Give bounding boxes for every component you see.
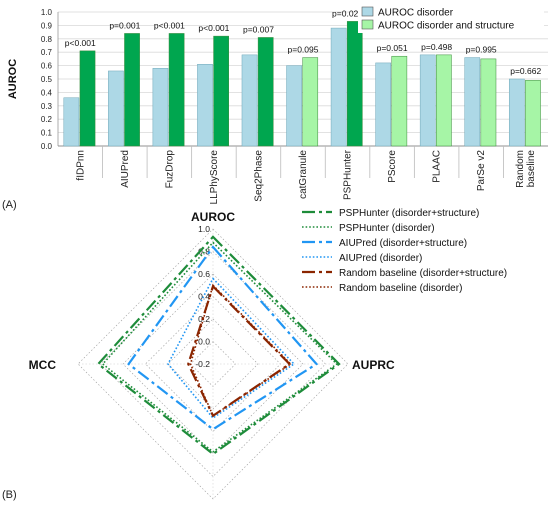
radar-gridline (167, 318, 259, 410)
bar-auroc-disorder (152, 68, 169, 147)
legend-entry: AIUPred (disorder) (339, 253, 422, 264)
y-tick-label: 0.4 (41, 88, 53, 97)
bar-auroc-disorder-structure (346, 21, 363, 147)
bar-auroc-disorder-structure (213, 35, 229, 147)
radar-tick-label: 0.2 (198, 314, 210, 324)
radar-gridline (100, 251, 326, 477)
bar-auroc-disorder-structure (168, 33, 185, 147)
legend-entry: AUROC disorder and structure (378, 21, 515, 32)
y-tick-label: 0.7 (41, 48, 53, 57)
bar-auroc-disorder (419, 54, 436, 147)
bar-auroc-disorder-structure (257, 37, 274, 147)
y-tick-label: 0.9 (41, 21, 53, 30)
y-tick-label: 0.8 (41, 35, 53, 44)
panel-a-label: (A) (2, 199, 17, 211)
radar-chart: -0.20.00.20.40.60.81.0AUROCAUPRCF1MCCPSP… (29, 208, 507, 500)
legend-entry: AUROC disorder (378, 8, 454, 19)
p-value-label: p=0.051 (377, 43, 408, 53)
x-tick-label: PLAAC (432, 150, 443, 183)
legend-entry: AIUPred (disorder+structure) (339, 238, 467, 249)
bar-chart: 0.0 0.1 0.2 0.3 0.4 0.5 0.6 0.7 0.8 0.9 1.0 AUROC p<… (7, 3, 548, 204)
y-tick-label: 0.6 (41, 62, 53, 71)
legend-box (358, 3, 544, 33)
bar-auroc-disorder-structure (79, 50, 96, 147)
p-value-label: p=0.498 (421, 42, 452, 52)
radar-tick-label: 0.8 (198, 247, 210, 257)
bar-auroc-disorder-structure (302, 57, 319, 147)
bar-auroc-disorder (197, 64, 213, 147)
p-value-label: p=0.001 (109, 20, 140, 30)
radar-tick-label: 0.4 (198, 292, 210, 302)
p-value-label: p=0.028 (332, 8, 363, 18)
radar-axis-label: AUPRC (352, 358, 395, 372)
bar-auroc-disorder-structure (436, 54, 452, 147)
p-value-label: p<0.001 (198, 23, 229, 33)
radar-axis-label: AUROC (191, 210, 235, 224)
radar-gridline (77, 228, 349, 500)
p-value-label: p=0.095 (288, 45, 319, 55)
p-value-label: p<0.001 (154, 20, 185, 30)
x-tick-label: Seq2Phase (253, 150, 264, 202)
bar-auroc-disorder (63, 97, 80, 147)
x-tick-label: FuzDrop (164, 150, 175, 189)
x-tick-label: ParSe v2 (476, 150, 487, 192)
legend-entry: PSPHunter (disorder) (339, 223, 435, 234)
x-tick-label: PSPHunter (343, 149, 354, 200)
y-tick-label: 0.2 (41, 115, 53, 124)
x-tick-label: fIDPnn (75, 150, 86, 181)
radar-tick-label: 0.6 (198, 269, 210, 279)
y-tick-label: 1.0 (41, 8, 53, 17)
bar-auroc-disorder (375, 62, 392, 147)
y-tick-label: 0.1 (41, 129, 53, 138)
bar-auroc-disorder (464, 57, 481, 147)
radar-series-line (96, 235, 341, 456)
bar-auroc-disorder-structure (391, 55, 408, 147)
legend-swatch (361, 19, 374, 30)
bar-auroc-disorder (241, 54, 258, 147)
legend-entry: Random baseline (disorder+structure) (339, 268, 507, 279)
p-value-label: p=0.007 (243, 24, 274, 34)
p-value-label: p=0.995 (466, 45, 497, 55)
legend-entry: PSPHunter (disorder+structure) (339, 208, 479, 219)
radar-series-line (167, 277, 296, 420)
bar-auroc-disorder-structure (525, 80, 541, 147)
radar-series-line (101, 241, 338, 453)
x-tick-label: catGranule (298, 150, 309, 199)
bar-auroc-disorder (330, 27, 347, 147)
y-axis-title: AUROC (7, 59, 19, 99)
bar-auroc-disorder (108, 70, 124, 147)
radar-gridline (122, 273, 304, 455)
radar-tick-label: 0.0 (198, 337, 210, 347)
bar-auroc-disorder (286, 65, 302, 147)
radar-gridline (145, 296, 281, 432)
x-tick-label: PScore (387, 150, 398, 183)
radar-tick-label: -0.2 (195, 359, 210, 369)
radar-series-line (127, 245, 319, 431)
panel-b-label: (B) (2, 489, 17, 501)
x-tick-label: LLPhyScore (209, 150, 220, 205)
y-tick-label: 0.3 (41, 102, 53, 111)
y-tick-label: 0.5 (41, 75, 53, 84)
x-tick-label: baseline (526, 150, 537, 188)
p-value-label: p<0.001 (65, 38, 96, 48)
legend-swatch (361, 6, 374, 17)
bar-auroc-disorder-structure (124, 33, 140, 147)
bar-auroc-disorder-structure (480, 58, 497, 147)
p-value-label: p=0.662 (510, 66, 541, 76)
x-tick-label: Random (515, 150, 526, 188)
bar-auroc-disorder (508, 78, 525, 147)
radar-axis-label: MCC (29, 358, 57, 372)
radar-tick-label: 1.0 (198, 224, 210, 234)
x-tick-label: AIUPred (120, 150, 131, 188)
y-tick-label: 0.0 (41, 142, 53, 151)
legend-entry: Random baseline (disorder) (339, 283, 462, 294)
